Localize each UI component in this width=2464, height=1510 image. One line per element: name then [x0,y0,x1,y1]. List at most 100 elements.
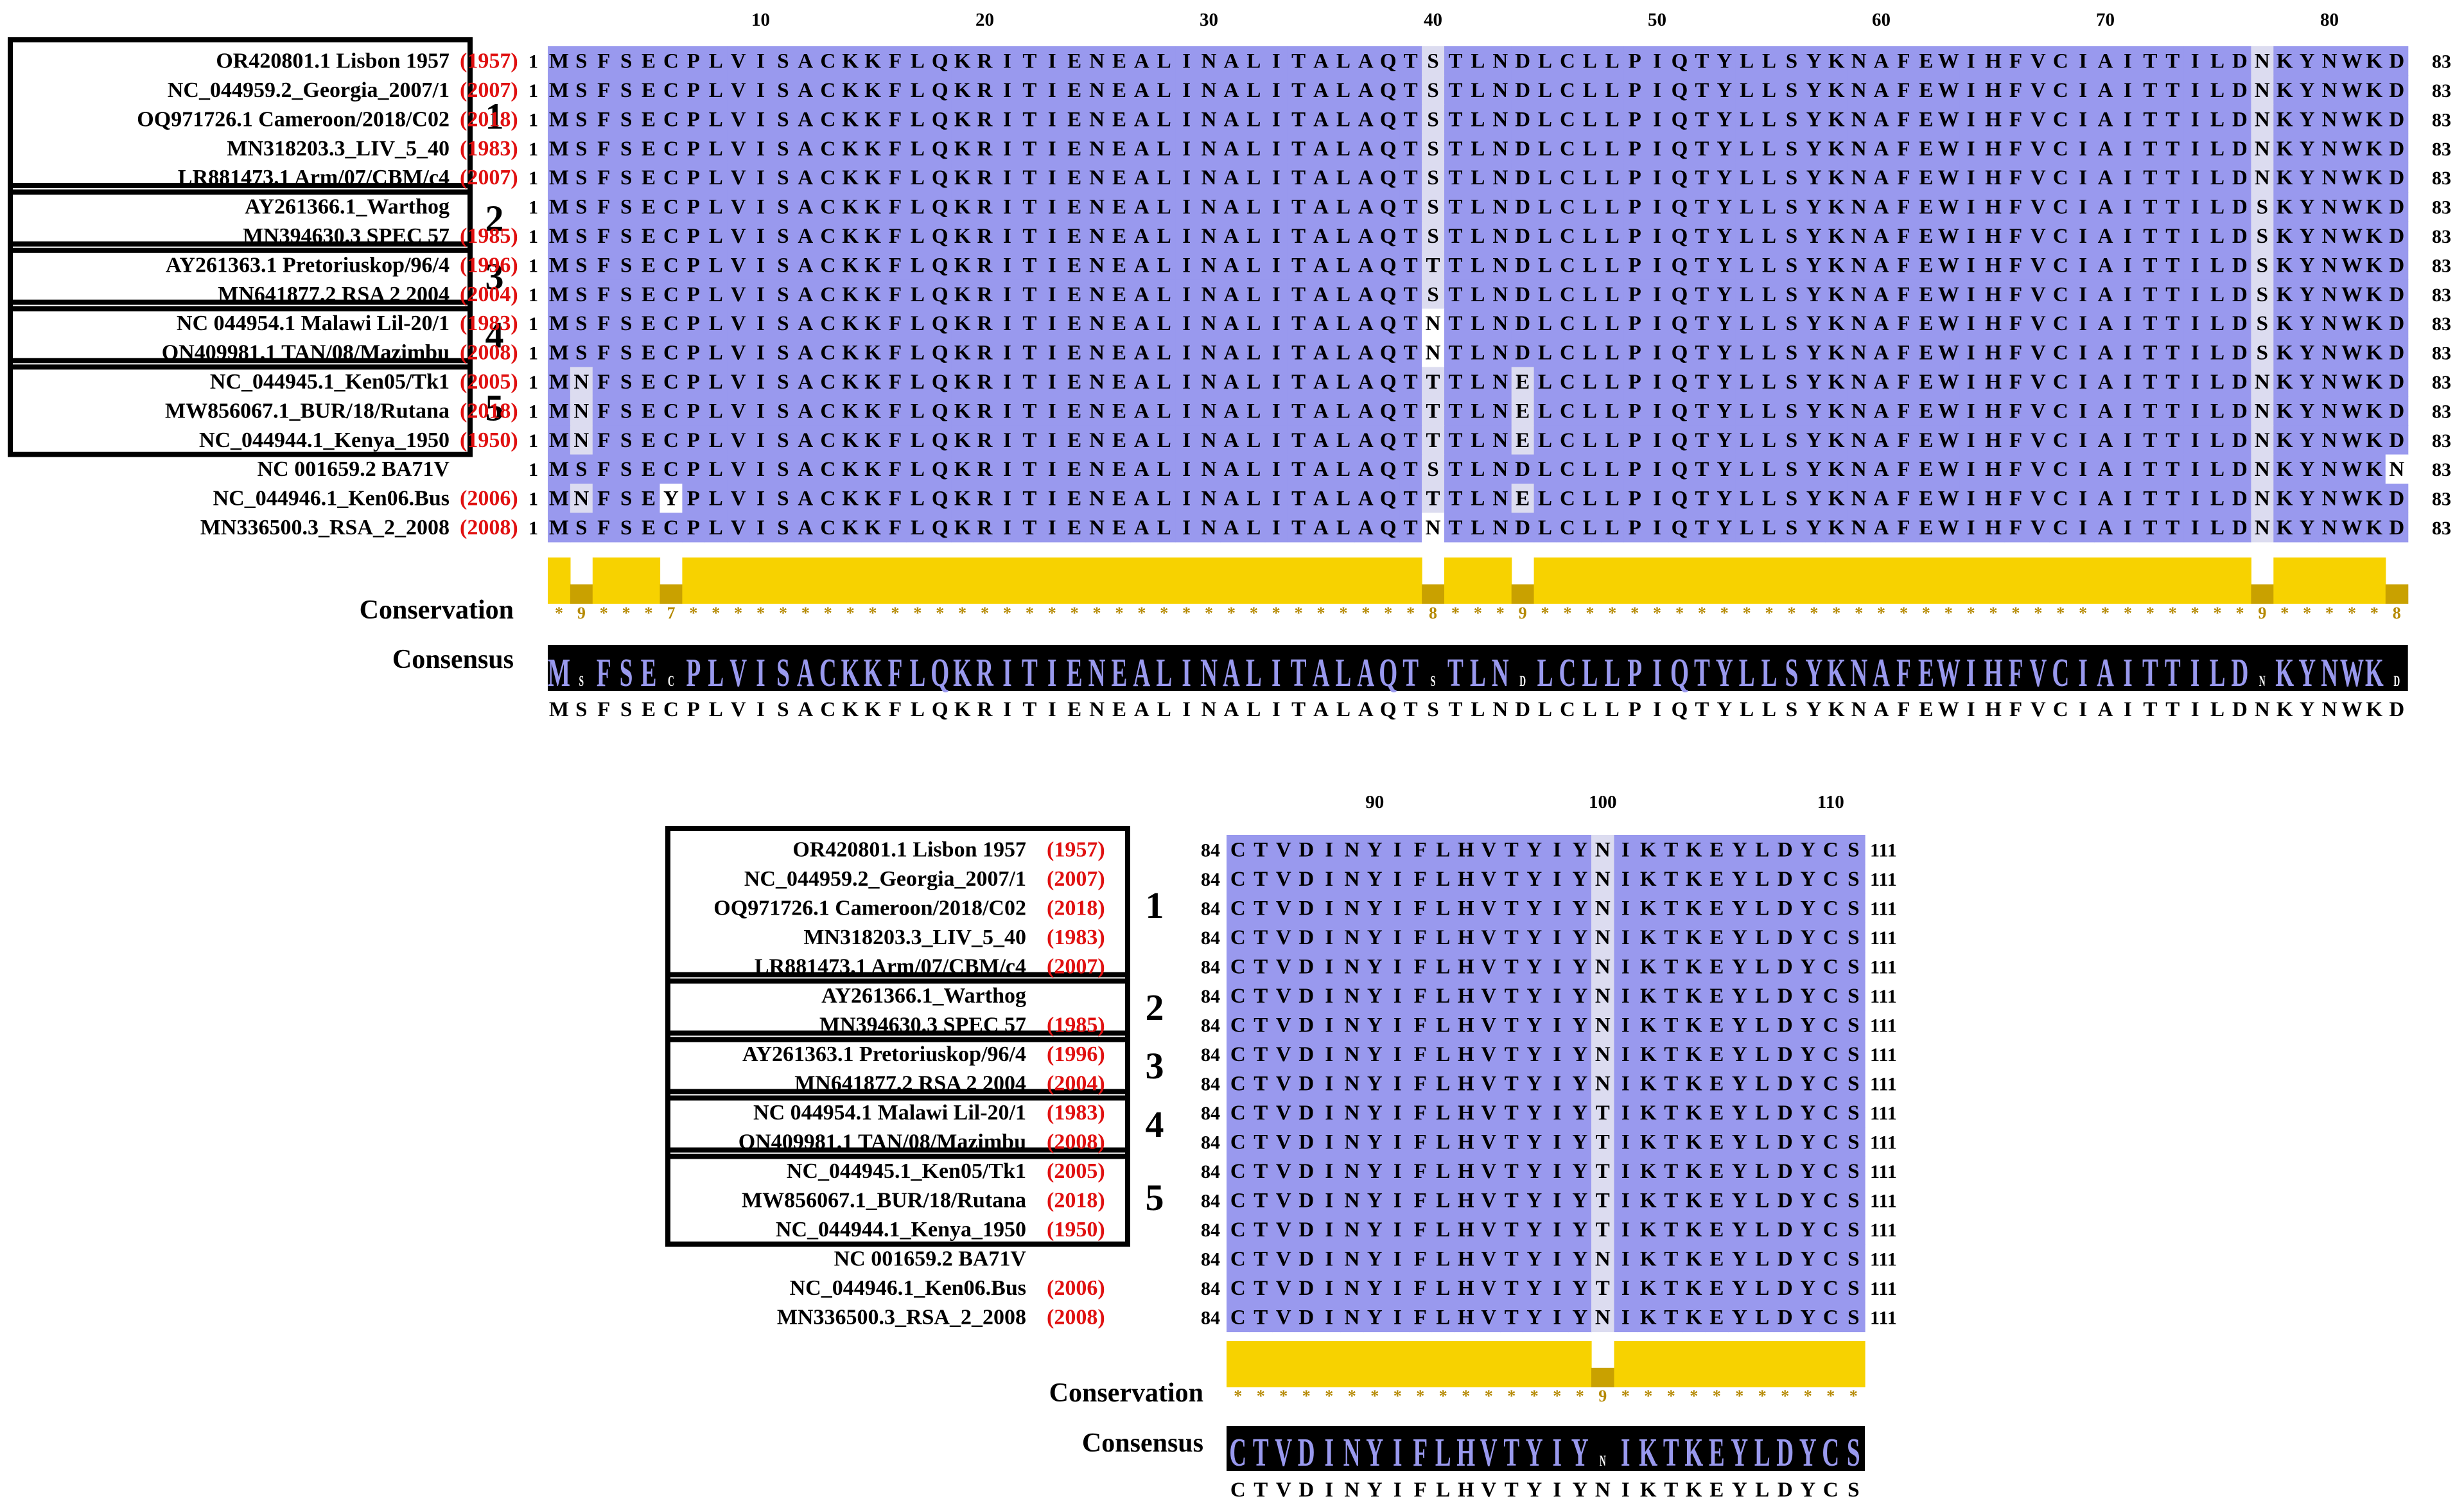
residue: I [1272,254,1280,277]
conservation-bar [1354,557,1377,604]
residue: Y [1806,108,1822,131]
residue: I [1048,50,1056,73]
residue: N [1851,458,1867,481]
residue: E [1112,342,1126,365]
residue: I [1272,137,1280,161]
residue: I [1003,371,1011,394]
residue: S [777,516,789,540]
residue: C [820,137,835,161]
consensus-residue: V [731,698,746,721]
conservation-star: * [1302,1387,1311,1405]
residue: I [756,458,765,481]
consensus-logo-letter: L [1336,651,1352,695]
residue-cell [974,75,997,105]
residue-cell [1377,46,1400,76]
consensus-residue: A [1313,698,1329,721]
residue: P [687,225,700,248]
residue: L [709,254,723,277]
conservation-bar [1264,557,1288,604]
residue: K [1640,1218,1657,1242]
residue: L [1157,516,1171,540]
residue: R [977,371,993,394]
residue: K [1686,839,1702,862]
residue: Y [1526,1160,1542,1183]
row-end-number: 111 [1870,927,1897,949]
residue: A [2098,79,2113,102]
residue: C [1560,108,1575,131]
residue: A [1134,283,1149,306]
residue: K [2366,429,2383,452]
conservation-bar [2206,557,2230,604]
residue: Q [1380,371,1397,394]
consensus-logo-letter: Q [1670,651,1689,695]
residue: F [597,196,610,219]
residue: I [1003,312,1011,335]
residue: W [2341,283,2363,306]
residue: P [1629,166,1641,189]
residue: A [2098,225,2113,248]
residue: Q [1672,137,1688,161]
residue: N [1344,1218,1359,1242]
residue: V [1276,926,1291,949]
consensus-residue: I [1325,1479,1333,1502]
conservation-bar [1556,557,1579,604]
residue: L [2210,166,2224,189]
conservation-star: * [1667,1387,1675,1405]
sequence-year: (2018) [1047,1189,1105,1213]
residue: I [1553,1043,1561,1066]
residue: V [1276,985,1291,1008]
residue: K [1640,1277,1657,1300]
residue: L [1246,371,1261,394]
sequence-label: ON409981.1 TAN/08/Mazimbu [162,341,450,365]
residue: N [1089,225,1105,248]
residue: D [1515,108,1530,131]
residue: I [1325,1131,1333,1154]
residue: T [2165,50,2180,73]
residue: F [889,254,902,277]
residue-cell [1085,46,1109,76]
residue: E [1067,166,1081,189]
conservation-bar [2004,557,2027,604]
residue-cell [2049,75,2072,105]
residue: I [2124,196,2132,219]
conservation-star: * [1115,604,1123,622]
residue-cell [1937,46,1961,76]
residue: A [1224,254,1239,277]
residue: N [1595,1043,1611,1066]
residue: I [2191,371,2199,394]
residue: K [1640,839,1657,862]
residue: N [2255,371,2270,394]
residue-cell [1040,75,1064,105]
consensus-logo-letter: I [1325,1430,1334,1475]
residue: E [1919,458,1933,481]
residue: I [1325,1043,1333,1066]
residue: T [1448,196,1462,219]
residue: L [1538,283,1552,306]
residue: T [1448,283,1462,306]
residue: E [1067,283,1081,306]
residue: Y [1367,985,1383,1008]
residue: N [1344,1014,1359,1037]
residue: N [1344,985,1359,1008]
residue: L [1583,342,1597,365]
residue: C [820,166,835,189]
residue-cell [2094,46,2117,76]
residue: T [1505,839,1519,862]
residue: H [1985,399,2002,423]
residue: E [1709,897,1724,920]
residue: K [2276,166,2293,189]
residue: I [1621,839,1630,862]
residue: C [1230,897,1246,920]
residue: S [2257,342,2268,365]
conservation-bar [1399,557,1422,604]
residue: K [842,196,859,219]
residue: N [1595,839,1611,862]
residue: N [1595,985,1611,1008]
conservation-star: * [1900,604,1908,622]
consensus-residue: I [1653,698,1661,721]
residue: L [1762,487,1776,511]
residue: Y [1526,1131,1542,1154]
residue: D [2389,487,2404,511]
residue: S [1848,1102,1859,1125]
row-end-number: 83 [2432,139,2451,160]
